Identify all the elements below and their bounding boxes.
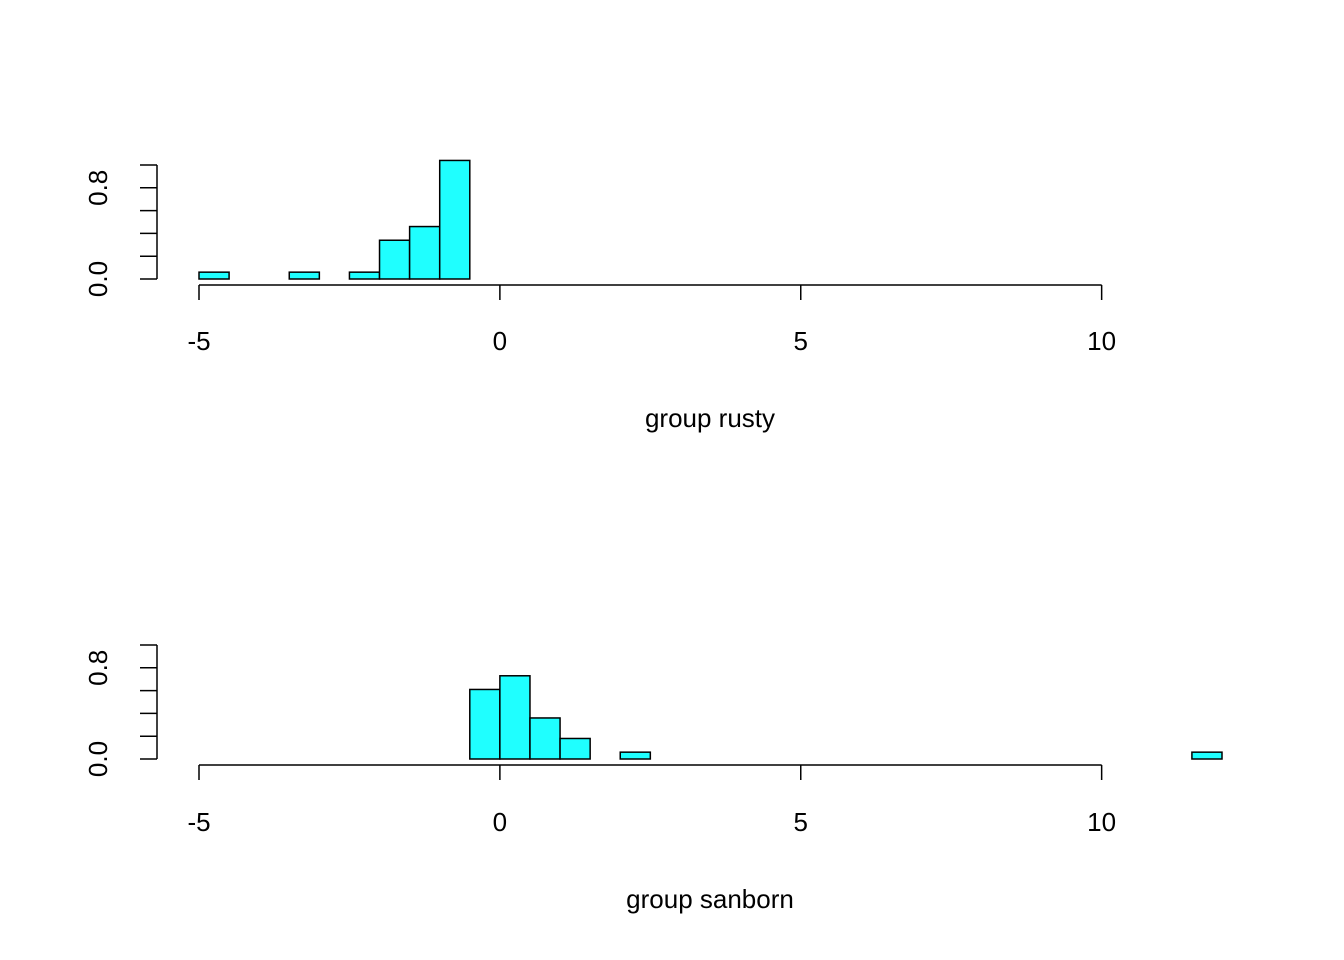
- bar: [499, 675, 531, 760]
- bar: [438, 159, 471, 280]
- x-tick-label: 0: [493, 326, 507, 356]
- x-tick-label: 10: [1087, 326, 1116, 356]
- y-tick-label: 0.0: [83, 741, 113, 777]
- bar: [559, 737, 591, 760]
- bar: [1191, 751, 1223, 760]
- bar: [408, 225, 441, 280]
- bar: [288, 271, 321, 280]
- x-tick-label: 5: [794, 807, 808, 837]
- x-tick-label: 0: [493, 807, 507, 837]
- x-tick-label: -5: [187, 807, 210, 837]
- y-tick-label: 0.8: [83, 170, 113, 206]
- bar: [378, 239, 411, 280]
- x-tick-label: 10: [1087, 807, 1116, 837]
- y-tick-label: 0.8: [83, 650, 113, 686]
- x-tick-label: -5: [187, 326, 210, 356]
- y-tick-label: 0.0: [83, 261, 113, 297]
- x-tick-label: 5: [794, 326, 808, 356]
- bar: [619, 751, 652, 760]
- bar: [469, 688, 501, 760]
- x-axis-label: group rusty: [645, 403, 775, 433]
- bar: [529, 717, 561, 760]
- x-axis-label: group sanborn: [626, 884, 794, 914]
- bar: [198, 271, 230, 280]
- bar: [348, 271, 381, 280]
